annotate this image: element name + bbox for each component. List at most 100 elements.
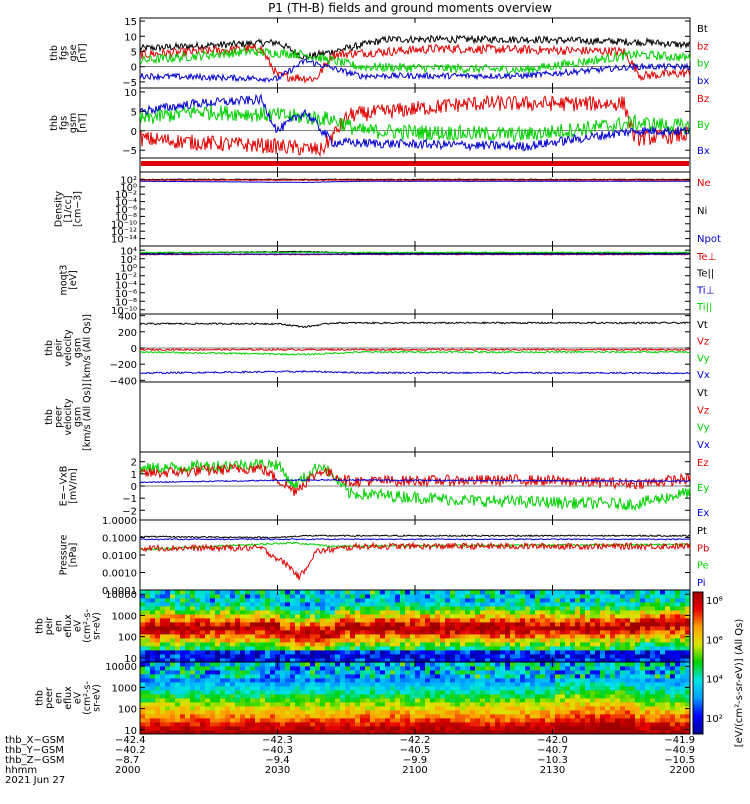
spec-cell [455,678,460,682]
spec-cell [160,642,165,646]
spec-cell [525,718,530,722]
spec-cell [200,694,205,698]
spec-cell [270,606,275,610]
spec-cell [560,598,565,602]
spec-cell [565,726,570,730]
spec-cell [665,690,670,694]
spec-cell [200,718,205,722]
spec-cell [225,610,230,614]
spec-cell [360,702,365,706]
spec-cell [410,606,415,610]
spec-cell [580,598,585,602]
spec-cell [480,654,485,658]
spec-cell [355,638,360,642]
spec-cell [345,718,350,722]
spec-cell [375,678,380,682]
spec-cell [255,682,260,686]
spec-cell [355,682,360,686]
spec-cell [430,646,435,650]
spec-cell [330,590,335,594]
spec-cell [520,690,525,694]
spec-cell [310,610,315,614]
spec-cell [580,626,585,630]
spec-cell [185,714,190,718]
spec-cell [180,610,185,614]
spec-cell [605,626,610,630]
spec-cell [270,662,275,666]
spec-cell [470,594,475,598]
spec-cell [635,594,640,598]
series-line-pressure-3 [140,543,690,580]
spec-cell [290,674,295,678]
spec-cell [145,714,150,718]
spec-cell [300,650,305,654]
spec-cell [430,630,435,634]
spec-cell [210,698,215,702]
spec-cell [435,606,440,610]
spec-cell [260,618,265,622]
spec-cell [510,726,515,730]
spec-cell [250,706,255,710]
spec-cell [185,610,190,614]
spec-cell [280,642,285,646]
spec-cell [215,690,220,694]
spec-cell [495,706,500,710]
spec-cell [485,622,490,626]
spec-cell [540,642,545,646]
spec-cell [310,618,315,622]
spec-cell [210,642,215,646]
spec-cell [370,686,375,690]
spec-cell [570,726,575,730]
y-tick-label: 5 [131,47,137,58]
spec-cell [580,622,585,626]
legend-Vt: Vt [697,320,708,331]
spec-cell [425,670,430,674]
spec-cell [325,666,330,670]
spec-cell [155,594,160,598]
spec-cell [590,722,595,726]
spec-cell [320,682,325,686]
spec-cell [405,626,410,630]
spec-cell [480,702,485,706]
spec-cell [170,686,175,690]
spec-cell [175,722,180,726]
spec-cell [240,646,245,650]
spec-cell [245,722,250,726]
spec-cell [185,694,190,698]
spec-cell [350,606,355,610]
spec-cell [490,674,495,678]
spec-cell [215,694,220,698]
spec-cell [250,594,255,598]
spec-cell [650,598,655,602]
spec-cell [290,618,295,622]
spec-cell [630,682,635,686]
spec-cell [535,598,540,602]
spec-cell [475,678,480,682]
spec-cell [280,634,285,638]
legend-by: by [697,59,709,70]
spec-cell [525,678,530,682]
spec-cell [215,674,220,678]
spec-cell [295,606,300,610]
spec-cell [530,614,535,618]
spec-cell [380,598,385,602]
spec-cell [305,594,310,598]
spec-cell [350,598,355,602]
spec-cell [365,602,370,606]
spec-cell [210,654,215,658]
spec-cell [495,722,500,726]
spec-cell [595,642,600,646]
spec-cell [495,598,500,602]
spec-cell [215,602,220,606]
spec-cell [320,650,325,654]
spec-cell [210,690,215,694]
spec-cell [245,602,250,606]
spec-cell [495,674,500,678]
spec-cell [635,634,640,638]
spec-cell [500,726,505,730]
spec-cell [620,670,625,674]
spec-cell [490,598,495,602]
spec-cell [245,606,250,610]
spec-cell [650,642,655,646]
